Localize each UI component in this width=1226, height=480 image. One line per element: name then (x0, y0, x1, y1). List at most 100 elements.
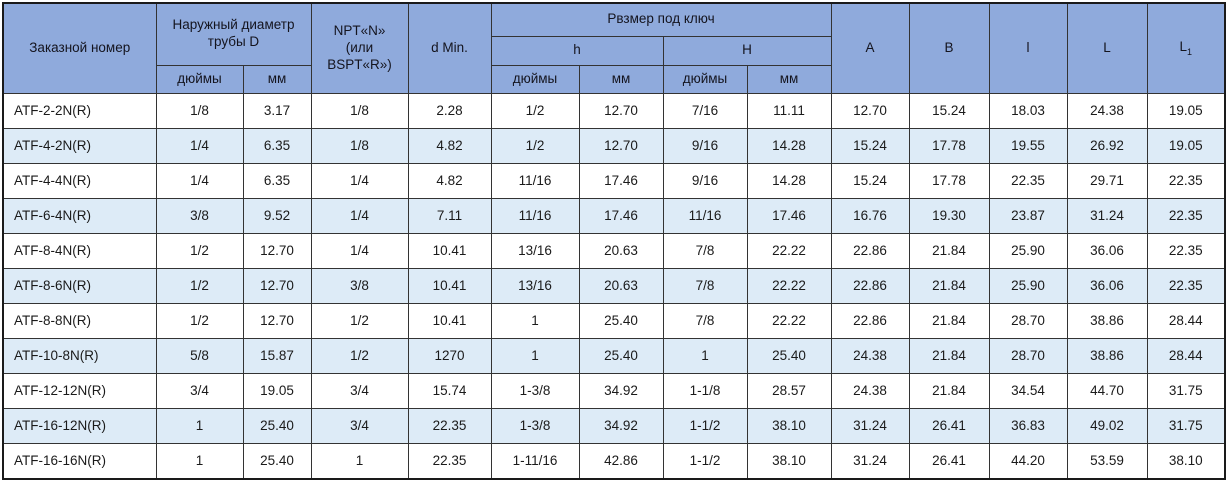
value-cell: 13/16 (490, 267, 580, 304)
table-row: ATF-2-2N(R) 1/8 3.17 1/8 2.28 1/2 12.70 7/16 11.… (2, 92, 1226, 129)
value-cell: 1270 (407, 337, 492, 374)
order-number-cell: ATF-10-8N(R) (2, 337, 157, 374)
value-cell: 1/8 (310, 92, 409, 129)
value-cell: 9/16 (662, 162, 748, 199)
value-cell: 7/16 (662, 92, 748, 129)
value-cell: 3/8 (155, 197, 244, 234)
value-cell: 1/2 (490, 127, 580, 164)
order-number-cell: ATF-8-8N(R) (2, 302, 157, 339)
value-cell: 1/2 (155, 232, 244, 269)
value-cell: 6.35 (242, 162, 312, 199)
table-row: ATF-4-4N(R) 1/4 6.35 1/4 4.82 11/16 17.46 9/16 1… (2, 162, 1226, 199)
value-cell: 22.22 (746, 267, 832, 304)
table-row: ATF-10-8N(R) 5/8 15.87 1/2 1270 1 25.40 1 25.40 2… (2, 337, 1226, 374)
value-cell: 38.10 (746, 407, 832, 444)
value-cell: 1/4 (310, 197, 409, 234)
header-l1-base: L (1179, 38, 1188, 54)
value-cell: 24.38 (830, 337, 910, 374)
value-cell: 1/2 (490, 92, 580, 129)
value-cell: 25.90 (988, 267, 1068, 304)
value-cell: 22.35 (407, 442, 492, 479)
header-mm-h: мм (578, 64, 664, 94)
value-cell: 25.40 (242, 407, 312, 444)
header-mm-hh: мм (746, 64, 832, 94)
order-number-cell: ATF-6-4N(R) (2, 197, 157, 234)
header-l-big: L (1066, 2, 1148, 94)
value-cell: 22.35 (988, 162, 1068, 199)
value-cell: 53.59 (1066, 442, 1148, 479)
value-cell: 1/4 (310, 232, 409, 269)
value-cell: 18.03 (988, 92, 1068, 129)
value-cell: 1 (662, 337, 748, 374)
value-cell: 11/16 (490, 197, 580, 234)
header-outer-diameter: Наружный диаметр трубы D (155, 2, 312, 66)
header-d-min: d Min. (407, 2, 492, 94)
value-cell: 22.35 (1146, 162, 1226, 199)
value-cell: 11/16 (662, 197, 748, 234)
value-cell: 1-3/8 (490, 407, 580, 444)
table-row: ATF-16-12N(R) 1 25.40 3/4 22.35 1-3/8 34.92 1-1… (2, 407, 1226, 444)
value-cell: 12.70 (242, 267, 312, 304)
value-cell: 19.55 (988, 127, 1068, 164)
value-cell: 31.24 (1066, 197, 1148, 234)
value-cell: 10.41 (407, 267, 492, 304)
value-cell: 12.70 (578, 127, 664, 164)
header-l1: L1 (1146, 2, 1226, 94)
value-cell: 1-1/2 (662, 407, 748, 444)
value-cell: 3/4 (155, 372, 244, 409)
value-cell: 22.22 (746, 302, 832, 339)
value-cell: 34.54 (988, 372, 1068, 409)
header-a: A (830, 2, 910, 94)
value-cell: 1-1/8 (662, 372, 748, 409)
value-cell: 9.52 (242, 197, 312, 234)
value-cell: 26.41 (908, 407, 990, 444)
value-cell: 15.74 (407, 372, 492, 409)
value-cell: 15.87 (242, 337, 312, 374)
value-cell: 19.05 (1146, 92, 1226, 129)
value-cell: 13/16 (490, 232, 580, 269)
value-cell: 22.86 (830, 267, 910, 304)
value-cell: 21.84 (908, 372, 990, 409)
value-cell: 1 (155, 407, 244, 444)
value-cell: 22.86 (830, 302, 910, 339)
value-cell: 49.02 (1066, 407, 1148, 444)
value-cell: 19.05 (242, 372, 312, 409)
value-cell: 1/4 (155, 162, 244, 199)
value-cell: 21.84 (908, 267, 990, 304)
value-cell: 28.70 (988, 302, 1068, 339)
value-cell: 7/8 (662, 232, 748, 269)
value-cell: 7.11 (407, 197, 492, 234)
header-h-small: h (490, 35, 664, 66)
table-header: Заказной номер Наружный диаметр трубы D … (2, 2, 1226, 94)
value-cell: 22.86 (830, 232, 910, 269)
value-cell: 11/16 (490, 162, 580, 199)
value-cell: 3/4 (310, 372, 409, 409)
table-row: ATF-8-6N(R) 1/2 12.70 3/8 10.41 13/16 20.63 7/8… (2, 267, 1226, 304)
value-cell: 3/4 (310, 407, 409, 444)
value-cell: 26.41 (908, 442, 990, 479)
header-inches-d: дюймы (155, 64, 244, 94)
value-cell: 29.71 (1066, 162, 1148, 199)
value-cell: 24.38 (830, 372, 910, 409)
value-cell: 38.10 (1146, 442, 1226, 479)
table-row: ATF-12-12N(R) 3/4 19.05 3/4 15.74 1-3/8 34.92 1… (2, 372, 1226, 409)
table-row: ATF-16-16N(R) 1 25.40 1 22.35 1-11/16 42.86 1-1… (2, 442, 1226, 479)
value-cell: 2.28 (407, 92, 492, 129)
table-row: ATF-8-8N(R) 1/2 12.70 1/2 10.41 1 25.40 7/8 22.2… (2, 302, 1226, 339)
value-cell: 34.92 (578, 407, 664, 444)
table-row: ATF-8-4N(R) 1/2 12.70 1/4 10.41 13/16 20.63 7/8… (2, 232, 1226, 269)
value-cell: 17.78 (908, 127, 990, 164)
value-cell: 7/8 (662, 302, 748, 339)
value-cell: 7/8 (662, 267, 748, 304)
value-cell: 25.40 (746, 337, 832, 374)
value-cell: 28.57 (746, 372, 832, 409)
value-cell: 1/2 (155, 302, 244, 339)
order-number-cell: ATF-4-2N(R) (2, 127, 157, 164)
value-cell: 19.05 (1146, 127, 1226, 164)
value-cell: 38.86 (1066, 337, 1148, 374)
header-npt-thread: NPT«N» (или BSPT«R») (310, 2, 409, 94)
value-cell: 1-11/16 (490, 442, 580, 479)
value-cell: 19.30 (908, 197, 990, 234)
value-cell: 25.40 (242, 442, 312, 479)
